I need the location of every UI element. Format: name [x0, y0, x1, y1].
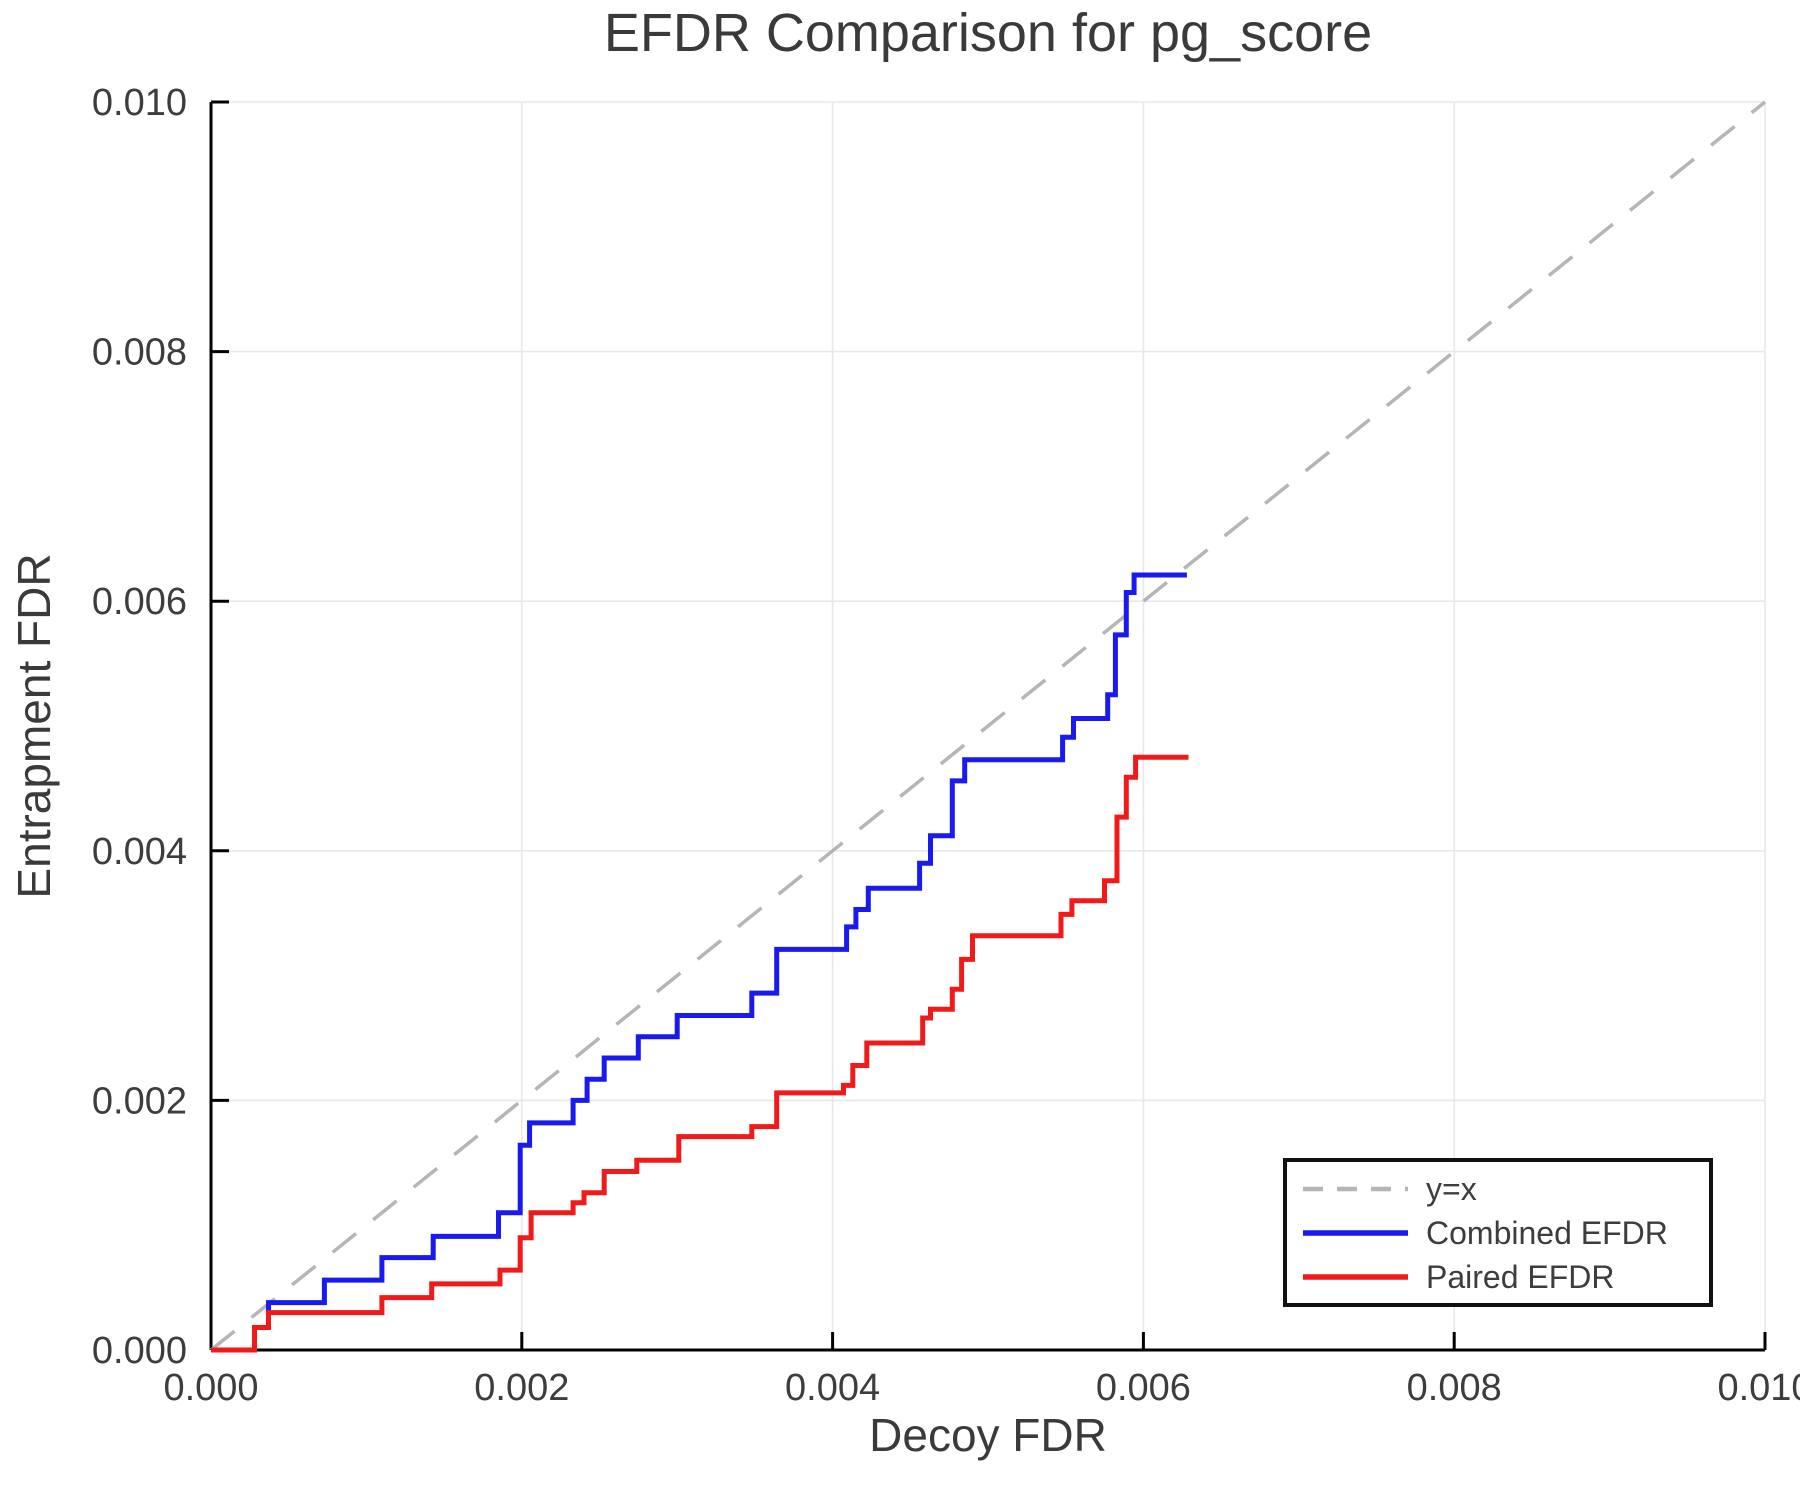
x-axis-label: Decoy FDR	[869, 1409, 1107, 1461]
x-tick-label: 0.010	[1717, 1367, 1800, 1409]
legend-line-sample	[1303, 1273, 1408, 1280]
paired-efdr-curve	[211, 754, 1189, 1353]
legend-item-paired-efdr: Paired EFDR	[1303, 1256, 1709, 1298]
y-tick-label: 0.010	[92, 82, 187, 124]
legend-item-combined-efdr: Combined EFDR	[1303, 1212, 1709, 1254]
y-axis-label: Entrapment FDR	[8, 553, 60, 899]
legend-label: Combined EFDR	[1426, 1214, 1668, 1251]
legend-line-sample	[1303, 1229, 1408, 1236]
identity-line	[209, 100, 1767, 1352]
y-tick-label: 0.008	[92, 332, 187, 374]
x-tick-label: 0.004	[785, 1367, 880, 1409]
combined-efdr-curve	[211, 572, 1187, 1353]
legend-label: y=x	[1426, 1170, 1477, 1207]
x-tick-label: 0.006	[1096, 1367, 1191, 1409]
legend-label: Paired EFDR	[1426, 1258, 1615, 1295]
chart-title: EFDR Comparison for pg_score	[603, 3, 1373, 63]
y-tick-label: 0.002	[92, 1080, 187, 1122]
x-tick-label: 0.002	[474, 1367, 569, 1409]
y-tick-label: 0.000	[92, 1330, 187, 1372]
y-tick-label: 0.004	[92, 831, 187, 873]
x-tick-label: 0.000	[163, 1367, 258, 1409]
legend-line-sample	[1303, 1186, 1408, 1191]
legend-box: y=x Combined EFDR Paired EFDR	[1283, 1158, 1713, 1307]
x-tick-label: 0.008	[1407, 1367, 1502, 1409]
y-tick-label: 0.006	[92, 581, 187, 623]
legend-item-y=x: y=x	[1303, 1168, 1709, 1210]
